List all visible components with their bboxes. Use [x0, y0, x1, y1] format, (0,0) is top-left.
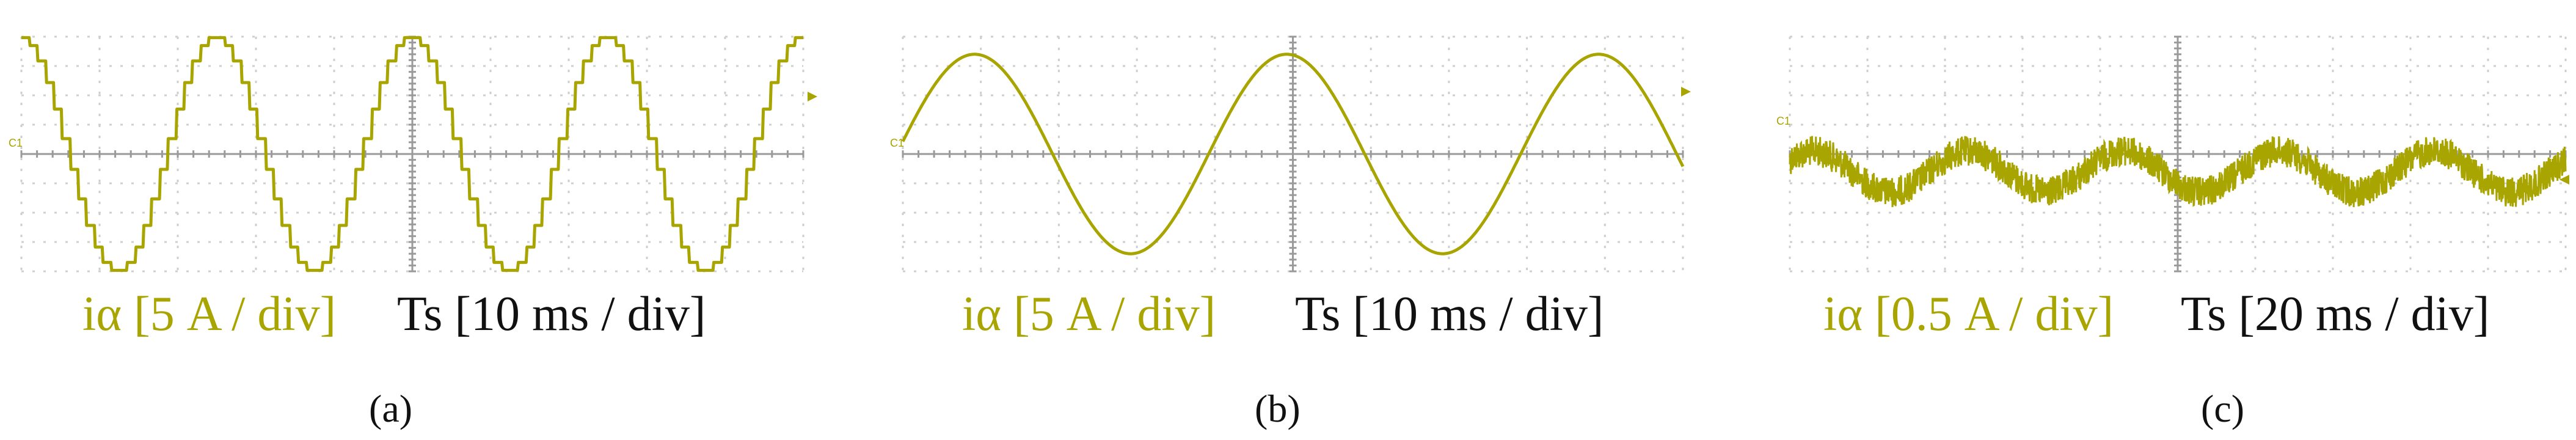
channel-label: C1 — [890, 137, 904, 149]
trigger-marker-icon — [2560, 175, 2569, 185]
panel-label: (a) — [369, 387, 412, 430]
scope-grid — [20, 35, 805, 273]
current-trace — [1789, 136, 2567, 208]
trigger-marker-icon — [808, 92, 817, 101]
panel-label: (b) — [1255, 387, 1301, 430]
current-trace — [901, 53, 1685, 255]
trigger-marker-icon — [1681, 87, 1691, 97]
channel-label: C1 — [9, 137, 23, 149]
y-scale-label: iα [5 A / div] — [962, 287, 1216, 341]
panel-a: C1 iα [5 A / div] Ts [10 ms / div] (a) — [9, 35, 817, 430]
channel-label: C1 — [1776, 115, 1790, 127]
current-trace — [20, 36, 805, 272]
y-scale-label: iα [0.5 A / div] — [1823, 287, 2114, 341]
scope-grid — [902, 35, 1684, 273]
y-scale-label: iα [5 A / div] — [82, 287, 336, 341]
panel-b: C1 iα [5 A / div] Ts [10 ms / div] (b) — [890, 35, 1691, 430]
x-scale-label: Ts [10 ms / div] — [397, 287, 706, 341]
panel-c: C1 iα [0.5 A / div] Ts [20 ms / div] (c) — [1776, 35, 2569, 430]
x-scale-label: Ts [10 ms / div] — [1295, 287, 1604, 341]
x-scale-label: Ts [20 ms / div] — [2181, 287, 2490, 341]
panel-label: (c) — [2201, 387, 2244, 430]
